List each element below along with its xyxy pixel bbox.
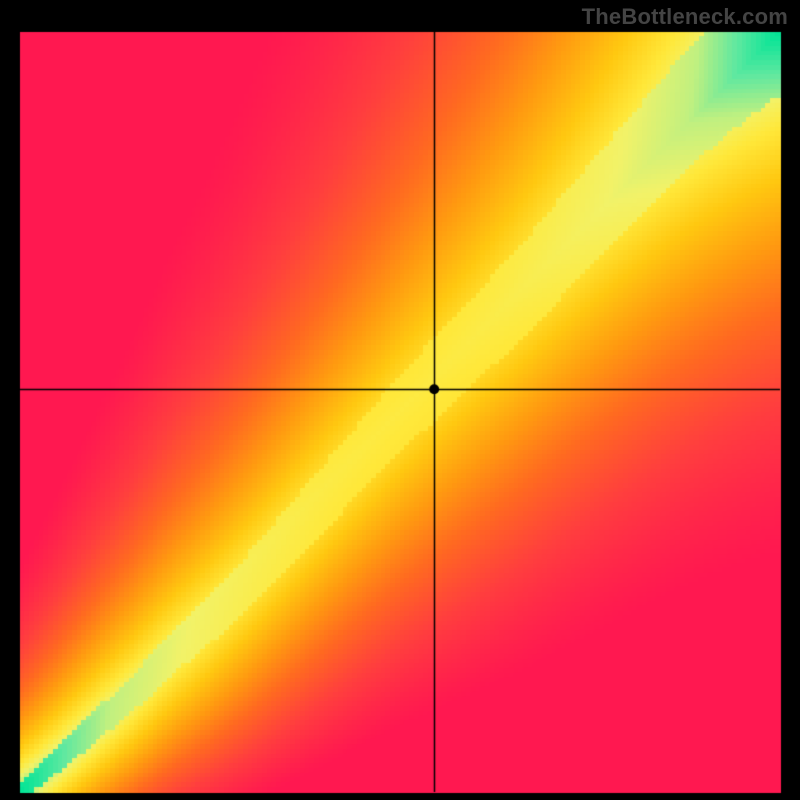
chart-container: TheBottleneck.com: [0, 0, 800, 800]
bottleneck-heatmap-canvas: [0, 0, 800, 800]
attribution-watermark: TheBottleneck.com: [582, 4, 788, 30]
